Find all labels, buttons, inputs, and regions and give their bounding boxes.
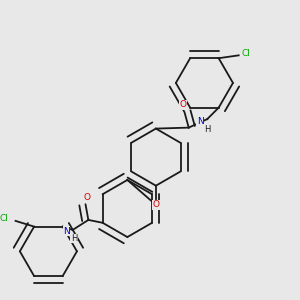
Text: H: H bbox=[204, 124, 211, 134]
Text: N: N bbox=[197, 117, 203, 126]
Text: O: O bbox=[179, 100, 187, 109]
Text: O: O bbox=[152, 200, 159, 209]
Text: N: N bbox=[63, 227, 70, 236]
Text: Cl: Cl bbox=[242, 50, 250, 58]
Text: H: H bbox=[71, 234, 77, 243]
Text: O: O bbox=[83, 193, 90, 202]
Text: Cl: Cl bbox=[0, 214, 9, 223]
